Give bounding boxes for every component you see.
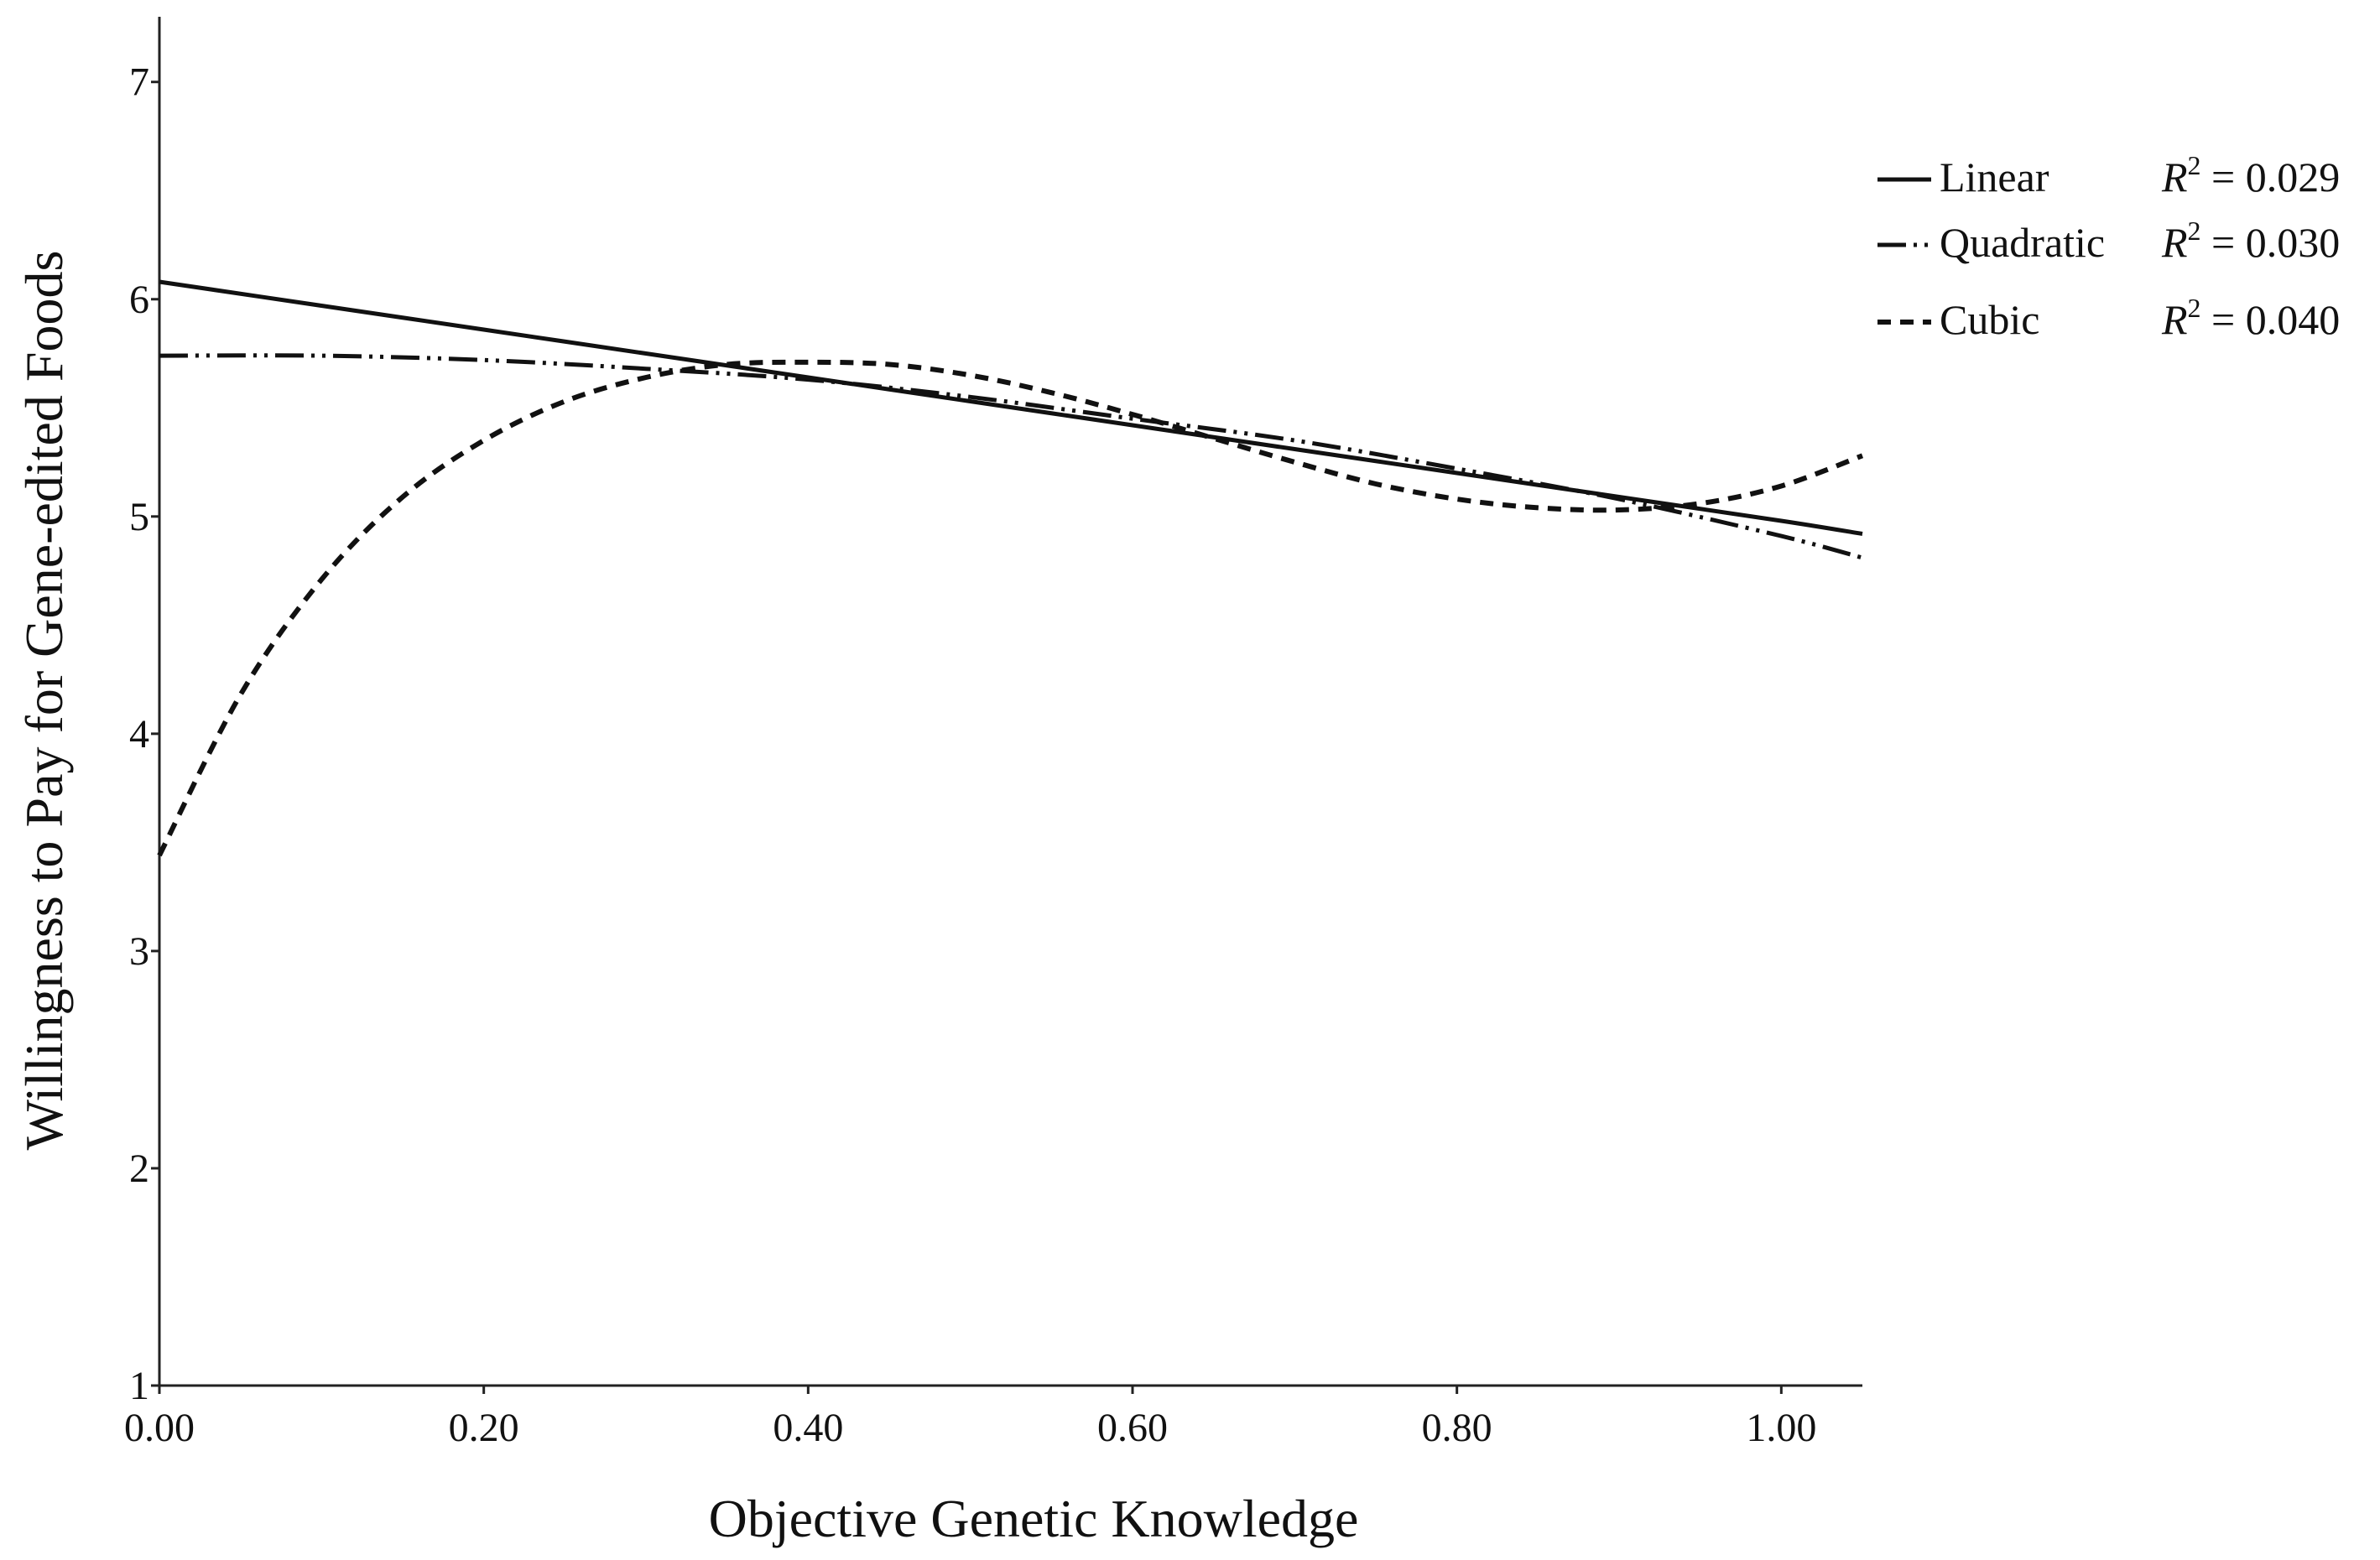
y-tick-label: 3 xyxy=(129,929,149,974)
x-tick-label: 0.60 xyxy=(1097,1406,1168,1450)
y-tick-label: 5 xyxy=(129,495,149,539)
y-tick-label: 7 xyxy=(129,60,149,105)
legend-label-cubic: Cubic xyxy=(1940,296,2039,343)
y-ticks: 1 2 3 4 5 6 7 xyxy=(129,60,159,1408)
series-line-linear xyxy=(159,279,1863,536)
series-line-quadratic xyxy=(159,353,1863,560)
legend-r2-cubic: R2 = 0.040 xyxy=(2161,293,2340,343)
y-tick-label: 4 xyxy=(129,712,149,757)
x-axis-title: Objective Genetic Knowledge xyxy=(709,1489,1359,1548)
r2-symbol: R xyxy=(2161,153,2188,200)
y-axis-title: Willingness to Pay for Gene-edited Foods xyxy=(14,251,74,1151)
r2-symbol: R xyxy=(2161,296,2188,343)
x-tick-label: 0.80 xyxy=(1422,1406,1492,1450)
legend-label-linear: Linear xyxy=(1940,153,2049,200)
series-layer xyxy=(157,279,1864,857)
x-tick-label: 0.20 xyxy=(449,1406,519,1450)
series-line-cubic xyxy=(157,359,1864,857)
y-tick-label: 6 xyxy=(129,278,149,322)
r2-superscript: 2 xyxy=(2188,216,2201,246)
r2-superscript: 2 xyxy=(2188,150,2201,180)
x-tick-label: 0.00 xyxy=(124,1406,195,1450)
axes xyxy=(158,17,1862,1387)
r2-symbol: R xyxy=(2161,219,2188,266)
legend-label-quadratic: Quadratic xyxy=(1940,219,2105,266)
x-tick-label: 0.40 xyxy=(773,1406,843,1450)
legend-r2-linear: R2 = 0.029 xyxy=(2161,150,2340,200)
r2-value: = 0.030 xyxy=(2201,219,2341,266)
r2-value: = 0.029 xyxy=(2201,153,2341,200)
y-tick-label: 1 xyxy=(129,1364,149,1408)
x-ticks: 0.00 0.20 0.40 0.60 0.80 1.00 xyxy=(124,1386,1816,1450)
r2-value: = 0.040 xyxy=(2201,296,2341,343)
y-tick-label: 2 xyxy=(129,1147,149,1191)
r2-superscript: 2 xyxy=(2188,293,2201,323)
legend-r2-quadratic: R2 = 0.030 xyxy=(2161,216,2340,266)
x-tick-label: 1.00 xyxy=(1746,1406,1816,1450)
